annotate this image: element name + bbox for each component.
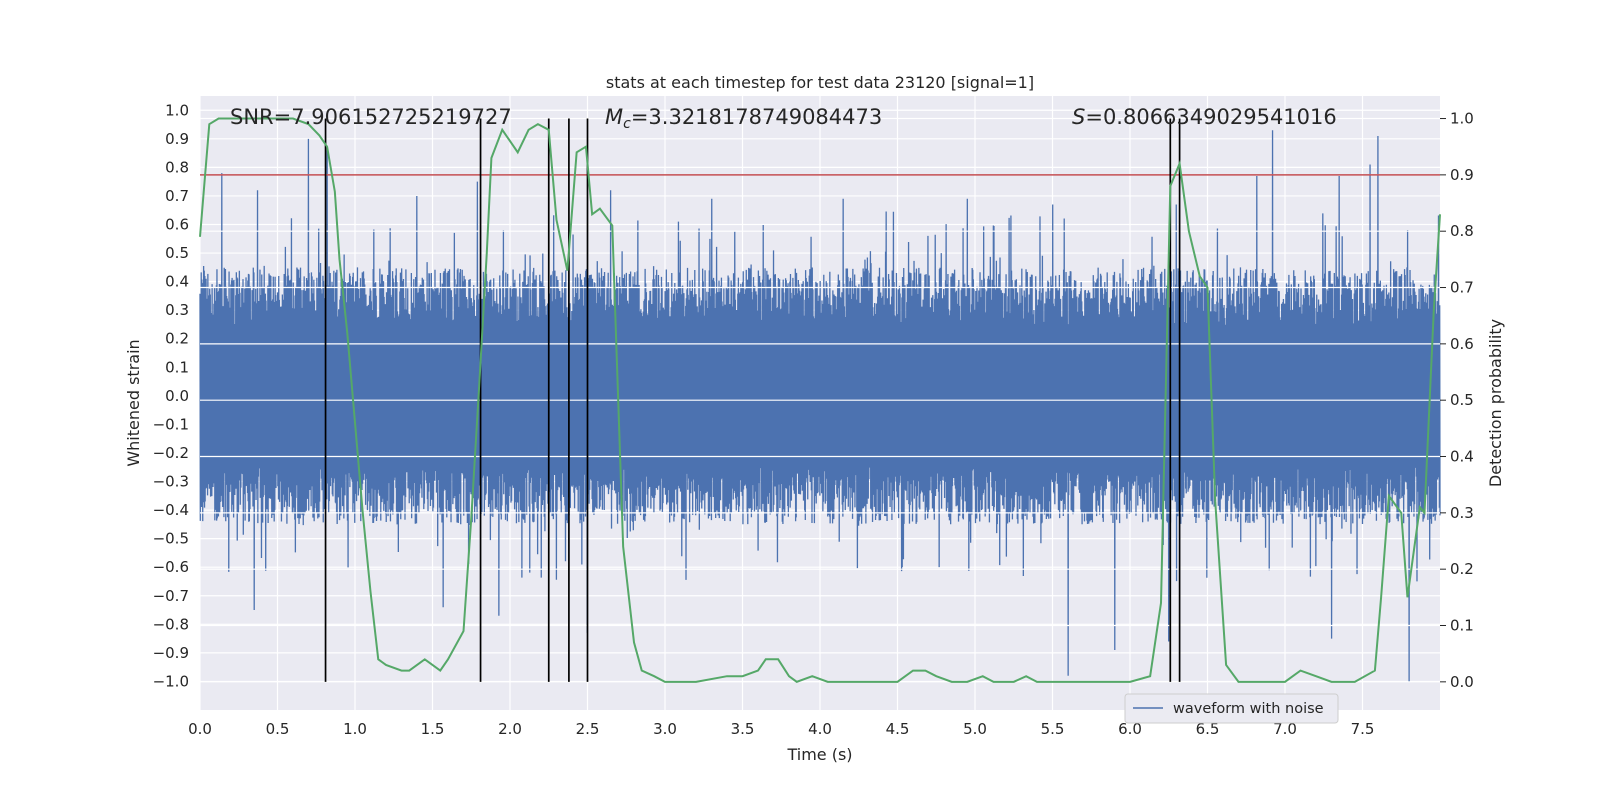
y-tick-label: −0.7 [153, 587, 189, 605]
chirp-mass-symbol: M [605, 105, 623, 129]
score-value: =0.8066349029541016 [1085, 105, 1336, 129]
y-tick-label: −1.0 [153, 672, 189, 690]
chirp-mass-value: =3.3218178749084473 [631, 105, 882, 129]
x-tick-label: 6.0 [1118, 720, 1142, 738]
y-tick-label: 0.2 [165, 330, 189, 348]
waveform-line [199, 130, 1441, 682]
y2-tick-label: 0.9 [1450, 166, 1474, 184]
score-annotation: S=0.8066349029541016 [1072, 105, 1337, 129]
y-tick-label: −0.6 [153, 558, 189, 576]
probability-line [199, 117, 1441, 683]
y2-tick-label: 0.5 [1450, 391, 1474, 409]
y-tick-label: −0.9 [153, 644, 189, 662]
y-tick-label: 0.5 [165, 244, 189, 262]
x-tick-label: 6.5 [1196, 720, 1220, 738]
y-tick-label: −0.4 [153, 501, 189, 519]
x-tick-label: 7.0 [1273, 720, 1297, 738]
y2-tick-label: 0.4 [1450, 448, 1474, 466]
chart-title: stats at each timestep for test data 231… [606, 73, 1034, 92]
y-tick-label: 0.8 [165, 158, 189, 176]
x-tick-label: 3.5 [731, 720, 755, 738]
x-tick-label: 2.0 [498, 720, 522, 738]
y-tick-label: 0.6 [165, 216, 189, 234]
y2-axis-label: Detection probability [1486, 319, 1505, 487]
x-tick-label: 3.0 [653, 720, 677, 738]
y2-axis-ticks: 1.0 0.9 0.8 0.7 0.6 0.5 0.4 0.3 0.2 0.1 0.0 [1440, 110, 1474, 691]
y-tick-label: 0.9 [165, 130, 189, 148]
x-axis-ticks: 0.0 0.5 1.0 1.5 2.0 2.5 3.0 3.5 4.0 4.5 5.0 5.5 6.0 6… [188, 720, 1374, 738]
score-symbol: S [1072, 105, 1085, 129]
y2-tick-label: 0.2 [1450, 560, 1474, 578]
x-tick-label: 1.0 [343, 720, 367, 738]
y-tick-label: 0.4 [165, 273, 189, 291]
y-tick-label: 0.7 [165, 187, 189, 205]
y2-tick-label: 0.0 [1450, 673, 1474, 691]
y-tick-label: −0.2 [153, 444, 189, 462]
probability-series [199, 117, 1441, 683]
snr-annotation: SNR=7.906152725219727 [230, 105, 512, 129]
x-tick-label: 4.0 [808, 720, 832, 738]
legend-box [1124, 693, 1339, 724]
y2-tick-label: 1.0 [1450, 110, 1474, 128]
y-tick-label: −0.5 [153, 530, 189, 548]
y-axis-ticks: 1.0 0.9 0.8 0.7 0.6 0.5 0.4 0.3 0.2 0.1 0.0 −0.1 −0.… [153, 101, 189, 690]
legend: waveform with noise [1124, 693, 1339, 724]
x-tick-label: 1.5 [421, 720, 445, 738]
x-axis-label: Time (s) [786, 745, 852, 764]
y-tick-label: −0.3 [153, 473, 189, 491]
y-tick-label: 0.0 [165, 387, 189, 405]
chirp-mass-annotation: Mc=3.3218178749084473 [605, 105, 882, 132]
y-tick-label: 1.0 [165, 101, 189, 119]
x-tick-label: 5.0 [963, 720, 987, 738]
x-tick-label: 7.5 [1351, 720, 1375, 738]
waveform-series [199, 130, 1441, 682]
y-tick-label: 0.1 [165, 358, 189, 376]
y2-tick-label: 0.8 [1450, 222, 1474, 240]
y-axis-label: Whitened strain [124, 339, 143, 466]
x-tick-label: 0.5 [266, 720, 290, 738]
x-tick-label: 5.5 [1041, 720, 1065, 738]
y-tick-label: 0.3 [165, 301, 189, 319]
x-tick-label: 4.5 [886, 720, 910, 738]
x-tick-label: 2.5 [576, 720, 600, 738]
y-tick-label: −0.1 [153, 415, 189, 433]
legend-entry-waveform: waveform with noise [1173, 701, 1324, 717]
chirp-mass-subscript: c [623, 116, 631, 132]
y2-tick-label: 0.1 [1450, 617, 1474, 635]
y2-tick-label: 0.6 [1450, 335, 1474, 353]
x-tick-label: 0.0 [188, 720, 212, 738]
y2-tick-label: 0.7 [1450, 279, 1474, 297]
y2-tick-label: 0.3 [1450, 504, 1474, 522]
y-tick-label: −0.8 [153, 615, 189, 633]
